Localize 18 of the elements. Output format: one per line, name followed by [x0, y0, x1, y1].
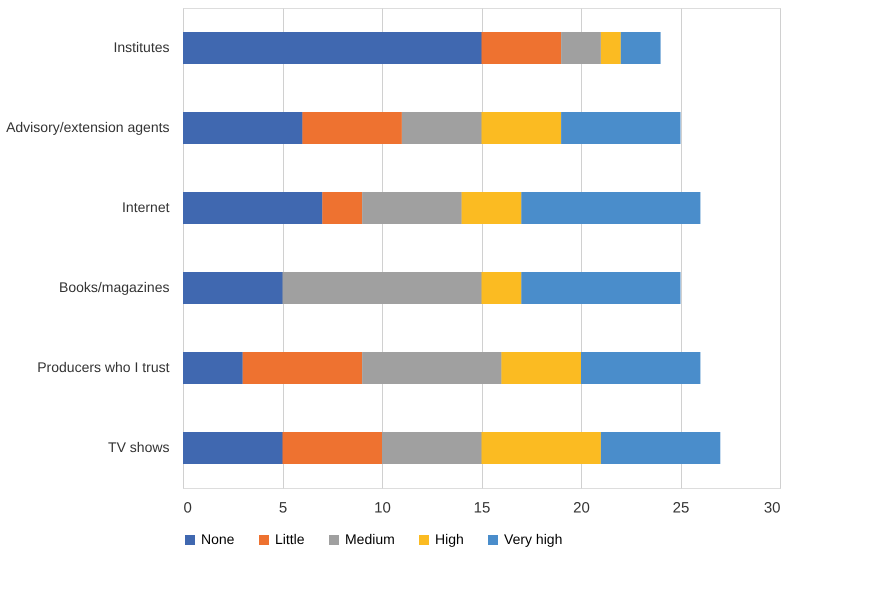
legend-label: Very high: [504, 531, 562, 547]
legend-label: None: [201, 531, 235, 547]
y-tick-label: Producers who I trust: [37, 359, 170, 375]
y-tick-label: Internet: [122, 199, 170, 215]
y-tick-label: Books/magazines: [58, 279, 170, 295]
x-tick-label: 20: [573, 500, 590, 516]
y-tick-label: TV shows: [108, 439, 170, 455]
x-tick-label: 15: [474, 500, 490, 516]
y-tick-label: Advisory/extension agents: [6, 119, 170, 135]
legend-label: Medium: [345, 531, 395, 547]
x-tick-label: 10: [374, 500, 391, 516]
x-tick-label: 0: [184, 500, 192, 516]
x-tick-label: 30: [764, 500, 780, 516]
x-tick-label: 5: [278, 500, 288, 516]
x-tick-label: 25: [672, 500, 690, 516]
legend-label: Little: [275, 531, 305, 547]
legend-label: High: [435, 531, 464, 547]
y-tick-label: Institutes: [113, 39, 170, 55]
